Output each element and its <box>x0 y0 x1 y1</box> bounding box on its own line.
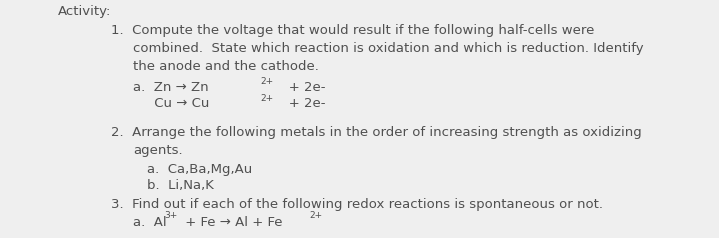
Text: a.  Zn → Zn: a. Zn → Zn <box>133 80 209 94</box>
Text: Cu → Cu: Cu → Cu <box>133 97 209 110</box>
Text: a.  Al: a. Al <box>133 216 167 229</box>
Text: b.  Li,Na,K: b. Li,Na,K <box>147 179 214 192</box>
Text: 2+: 2+ <box>260 77 273 86</box>
Text: combined.  State which reaction is oxidation and which is reduction. Identify: combined. State which reaction is oxidat… <box>133 42 644 55</box>
Text: the anode and the cathode.: the anode and the cathode. <box>133 60 319 73</box>
Text: 1.  Compute the voltage that would result if the following half-cells were: 1. Compute the voltage that would result… <box>111 24 595 36</box>
Text: 3.  Find out if each of the following redox reactions is spontaneous or not.: 3. Find out if each of the following red… <box>111 198 603 211</box>
Text: 2+: 2+ <box>260 94 273 103</box>
Text: agents.: agents. <box>133 144 183 157</box>
Text: Activity:: Activity: <box>58 5 111 18</box>
Text: + 2e-: + 2e- <box>276 97 326 110</box>
Text: 3+: 3+ <box>164 211 177 220</box>
Text: + Fe → Al + Fe: + Fe → Al + Fe <box>181 216 283 229</box>
Text: + 2e-: + 2e- <box>276 80 326 94</box>
Text: a.  Ca,Ba,Mg,Au: a. Ca,Ba,Mg,Au <box>147 163 252 176</box>
Text: 2+: 2+ <box>309 211 322 220</box>
Text: 2.  Arrange the following metals in the order of increasing strength as oxidizin: 2. Arrange the following metals in the o… <box>111 126 642 139</box>
